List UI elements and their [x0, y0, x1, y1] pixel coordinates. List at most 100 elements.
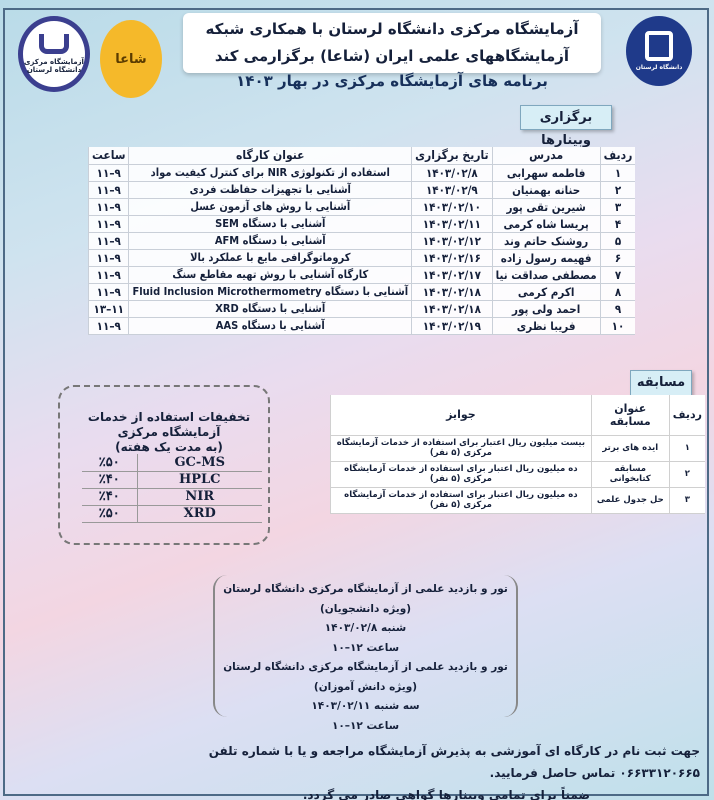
discount-row: XRD ٪۵۰ [82, 505, 262, 523]
cell-workshop-title: استفاده از تکنولوژی NIR برای کنترل کیفیت… [128, 164, 412, 182]
cell-date: ۱۴۰۳/۰۲/۹ [411, 181, 493, 199]
instrument-name: HPLC [137, 471, 262, 489]
footer-line-2: ضمناً برای تمامی وبینارها گواهی صادر می … [302, 788, 590, 800]
cell-date: ۱۴۰۳/۰۲/۱۸ [411, 283, 493, 301]
cell-competition-title: مسابقه کتابخوانی [590, 461, 670, 488]
cell-time: ۱۱–۱۳ [87, 300, 129, 318]
table-row: ۹ احمد ولی پور ۱۴۰۳/۰۲/۱۸ آشنایی با دستگاه … [87, 300, 636, 318]
tour-line: سه شنبه ۱۴۰۳/۰۲/۱۱ [311, 700, 420, 712]
cell-date: ۱۴۰۳/۰۲/۱۰ [411, 198, 493, 216]
cell-instructor: حنانه بهمنیان [491, 181, 601, 199]
cell-row-number: ۷ [599, 266, 636, 284]
tour-line: تور و بازدید علمی از آزمایشگاه مرکزی دان… [223, 583, 508, 615]
header-row-number: ردیف [668, 395, 705, 436]
cell-date: ۱۴۰۳/۰۲/۱۹ [411, 317, 493, 335]
discounts-title: تخفیفات استفاده از خدمات آزمایشگاه مرکزی [87, 410, 251, 439]
cell-row-number: ۳ [599, 198, 636, 216]
table-row: ۱۰ فریبا نظری ۱۴۰۳/۰۲/۱۹ آشنایی با دستگاه A… [87, 317, 636, 335]
lorestan-university-logo: دانشگاه لرستان [626, 16, 692, 86]
cell-row-number: ۱ [668, 435, 705, 462]
cell-instructor: مصطفی صداقت نیا [491, 266, 601, 284]
cell-workshop-title: آشنایی با دستگاه Fluid Inclusion Microth… [128, 283, 412, 301]
cell-time: ۹–۱۱ [87, 317, 129, 335]
cell-prize: ده میلیون ریال اعتبار برای استفاده از خد… [330, 487, 592, 514]
lab-logo-icon [39, 34, 69, 54]
competition-table: ردیف عنوان مسابقه جوایز ۱ ایده های برتر بیست… [330, 395, 705, 514]
footer-line-1: جهت ثبت نام در کارگاه ای آموزشی به پذیرش… [208, 744, 700, 780]
discount-percent: ٪۵۰ [82, 454, 138, 472]
cell-time: ۹–۱۱ [87, 215, 129, 233]
table-row: ۷ مصطفی صداقت نیا ۱۴۰۳/۰۲/۱۷ کارگاه آشنایی … [87, 266, 636, 284]
cell-row-number: ۸ [599, 283, 636, 301]
cell-competition-title: ایده های برتر [590, 435, 670, 462]
header-time: ساعت [87, 147, 129, 165]
cell-instructor: روشنک حاتم وند [491, 232, 601, 250]
discounts-table: GC-MS ٪۵۰ HPLC ٪۴۰ NIR ٪۴۰ XRD ٪۵۰ [82, 454, 262, 523]
tour-line: ساعت ۱۲–۱۰ [331, 641, 400, 654]
discounts-heading: تخفیفات استفاده از خدمات آزمایشگاه مرکزی… [60, 410, 278, 455]
logo-left-text: آزمایشگاه مرکزی دانشگاه لرستان [24, 58, 84, 74]
cell-workshop-title: آشنایی با تجهیزات حفاظت فردی [128, 181, 412, 199]
table-row: ۸ اکرم کرمی ۱۴۰۳/۰۲/۱۸ آشنایی با دستگاه Flu… [87, 283, 636, 301]
cell-time: ۹–۱۱ [87, 266, 129, 284]
cell-row-number: ۱ [599, 164, 636, 182]
page-subtitle: برنامه های آزمایشگاه مرکزی در بهار ۱۴۰۳ [236, 72, 548, 90]
cell-workshop-title: آشنایی با دستگاه XRD [128, 300, 412, 318]
header-workshop-title: عنوان کارگاه [128, 147, 412, 165]
tour-line: شنبه ۱۴۰۳/۰۲/۸ [324, 622, 407, 634]
table-row: ۶ فهیمه رسول زاده ۱۴۰۳/۰۲/۱۶ کروماتوگرافی م… [87, 249, 636, 267]
instrument-name: XRD [137, 505, 262, 523]
cell-workshop-title: کارگاه آشنایی با روش تهیه مقاطع سنگ [128, 266, 412, 284]
cell-row-number: ۶ [599, 249, 636, 267]
title-box: آزمایشگاه مرکزی دانشگاه لرستان با همکاری… [183, 13, 601, 73]
header-row-number: ردیف [599, 147, 636, 165]
competition-tab: مسابقه [630, 370, 692, 396]
cell-row-number: ۳ [668, 487, 705, 514]
discounts-subtitle: (به مدت یک هفته) [115, 440, 223, 454]
cell-date: ۱۴۰۳/۰۲/۱۸ [411, 300, 493, 318]
discount-percent: ٪۴۰ [82, 488, 138, 506]
cell-row-number: ۲ [668, 461, 705, 488]
cell-row-number: ۲ [599, 181, 636, 199]
cell-instructor: پریسا شاه کرمی [491, 215, 601, 233]
table-row: ۳ شیرین تقی پور ۱۴۰۳/۰۲/۱۰ آشنایی با روش ها… [87, 198, 636, 216]
discount-row: NIR ٪۴۰ [82, 488, 262, 506]
cell-row-number: ۵ [599, 232, 636, 250]
cell-time: ۹–۱۱ [87, 249, 129, 267]
cell-workshop-title: آشنایی با روش های آزمون عسل [128, 198, 412, 216]
cell-date: ۱۴۰۳/۰۲/۱۶ [411, 249, 493, 267]
title-line-1: آزمایشگاه مرکزی دانشگاه لرستان با همکاری… [205, 20, 579, 38]
cell-workshop-title: آشنایی با دستگاه AAS [128, 317, 412, 335]
header-date: تاریخ برگزاری [411, 147, 493, 165]
cell-date: ۱۴۰۳/۰۲/۱۲ [411, 232, 493, 250]
table-row: ۴ پریسا شاه کرمی ۱۴۰۳/۰۲/۱۱ آشنایی با دستگا… [87, 215, 636, 233]
cell-instructor: شیرین تقی پور [491, 198, 601, 216]
instrument-name: NIR [137, 488, 262, 506]
table-row: ۱ ایده های برتر بیست میلیون ریال اعتبار بر… [330, 435, 705, 462]
table-row: ۲ مسابقه کتابخوانی ده میلیون ریال اعتبار ب… [330, 461, 705, 488]
cell-time: ۹–۱۱ [87, 181, 129, 199]
cell-date: ۱۴۰۳/۰۲/۱۱ [411, 215, 493, 233]
footer-note: جهت ثبت نام در کارگاه ای آموزشی به پذیرش… [200, 740, 700, 800]
discounts-box [58, 385, 270, 545]
tour-line: ساعت ۱۲–۱۰ [331, 719, 400, 732]
table-row: ۱ فاطمه سهرابی ۱۴۰۳/۰۲/۸ استفاده از تکنولوژ… [87, 164, 636, 182]
cell-prize: بیست میلیون ریال اعتبار برای استفاده از … [330, 435, 592, 462]
header-prize: جوایز [330, 395, 592, 436]
cell-instructor: احمد ولی پور [491, 300, 601, 318]
title-line-2: آزمایشگاههای علمی ایران (شاعا) برگزارمی … [214, 47, 570, 65]
header-instructor: مدرس [491, 147, 601, 165]
tours-box: تور و بازدید علمی از آزمایشگاه مرکزی دان… [213, 575, 518, 732]
discount-percent: ٪۴۰ [82, 471, 138, 489]
discount-percent: ٪۵۰ [82, 505, 138, 523]
poster-frame [3, 8, 709, 796]
cell-time: ۹–۱۱ [87, 283, 129, 301]
cell-time: ۹–۱۱ [87, 198, 129, 216]
cell-row-number: ۴ [599, 215, 636, 233]
discount-row: GC-MS ٪۵۰ [82, 454, 262, 472]
cell-row-number: ۹ [599, 300, 636, 318]
logo-middle-text: شاعا [115, 51, 147, 67]
central-lab-logo: آزمایشگاه مرکزی دانشگاه لرستان [18, 16, 90, 92]
discount-row: HPLC ٪۴۰ [82, 471, 262, 489]
